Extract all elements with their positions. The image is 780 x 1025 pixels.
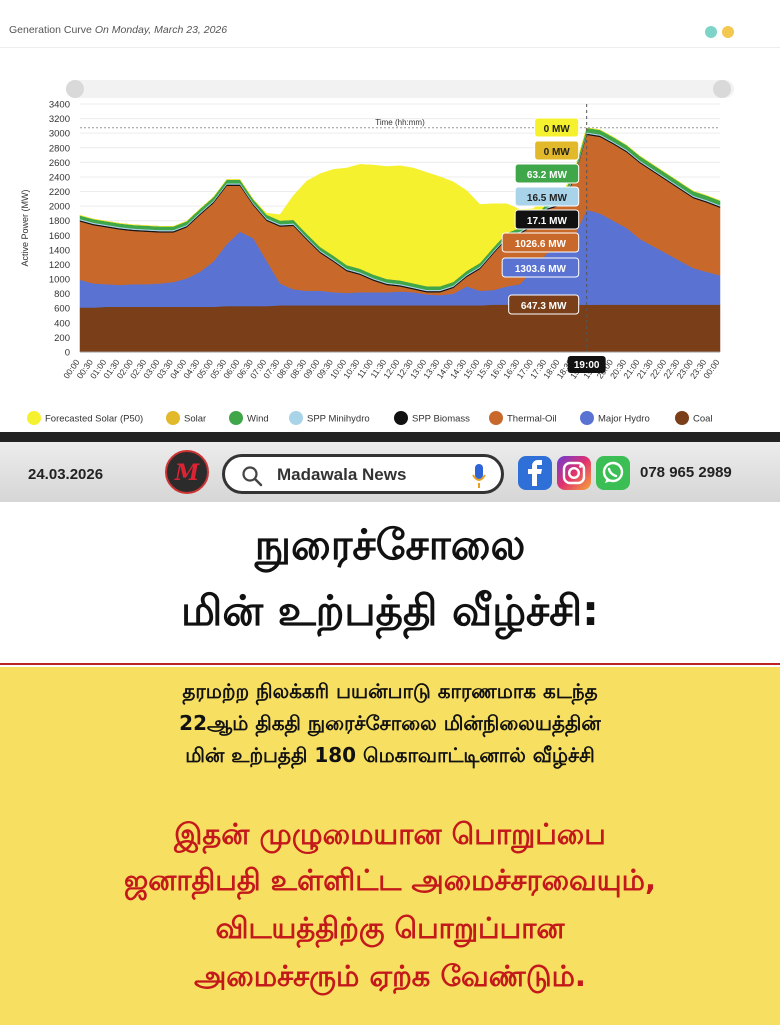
tooltip-value: 63.2 MW xyxy=(527,170,568,181)
y-tick-label: 1800 xyxy=(49,216,70,227)
legend-marker[interactable] xyxy=(489,411,503,425)
y-axis-title: Active Power (MW) xyxy=(20,189,30,266)
statement-line-3: விடயத்திற்கு பொறுப்பான xyxy=(215,911,565,945)
tooltip-box xyxy=(508,294,580,315)
x-axis-title: Time (hh:mm) xyxy=(375,118,425,127)
y-tick-label: 3000 xyxy=(49,129,70,140)
body-line-3: மின் உற்பத்தி 180 மெகாவாட்டினால் வீழ்ச்ச… xyxy=(185,743,595,767)
legend-label[interactable]: SPP Minihydro xyxy=(307,414,370,425)
tooltip-value: 1026.6 MW xyxy=(515,239,567,250)
y-tick-label: 1000 xyxy=(49,275,70,286)
tooltip-value: 647.3 MW xyxy=(521,301,567,312)
y-tick-label: 2800 xyxy=(49,143,70,154)
tooltip-value: 0 MW xyxy=(544,124,571,135)
madawala-logo: M xyxy=(165,450,209,494)
crosshair-time-label: 19:00 xyxy=(574,360,600,371)
tooltip-box xyxy=(534,117,580,138)
legend-marker[interactable] xyxy=(27,411,41,425)
zoom-handle-left[interactable] xyxy=(66,80,84,98)
tooltip-value: 1303.6 MW xyxy=(515,264,567,275)
body-line-2: 22ஆம் திகதி நுரைச்சோலை மின்நிலையத்தின் xyxy=(179,711,601,735)
chart-title: Generation Curve On Monday, March 23, 20… xyxy=(9,24,227,36)
zoom-handle-right[interactable] xyxy=(713,80,731,98)
legend-marker[interactable] xyxy=(166,411,180,425)
tooltip-box xyxy=(501,257,580,278)
area-coal xyxy=(79,304,721,353)
chart-title-text: Generation Curve xyxy=(9,24,92,36)
tooltip-box xyxy=(501,232,580,253)
legend-label[interactable]: Coal xyxy=(693,414,713,425)
y-tick-label: 2000 xyxy=(49,202,70,213)
legend-label[interactable]: Thermal-Oil xyxy=(507,414,557,425)
statement-line-2: ஜனாதிபதி உள்ளிட்ட அமைச்சரவையும், xyxy=(124,863,656,897)
tooltip-box xyxy=(514,163,580,184)
y-tick-label: 2400 xyxy=(49,172,70,183)
yellow-dot-icon[interactable] xyxy=(722,26,734,38)
crosshair-time-badge xyxy=(567,356,606,373)
y-tick-label: 3200 xyxy=(49,114,70,125)
y-tick-label: 600 xyxy=(54,304,70,315)
legend-label[interactable]: SPP Biomass xyxy=(412,414,470,425)
y-tick-label: 800 xyxy=(54,289,70,300)
body-line-1: தரமற்ற நிலக்கரி பயன்பாடு காரணமாக கடந்த xyxy=(182,679,598,703)
legend-label[interactable]: Major Hydro xyxy=(598,414,650,425)
instagram-icon[interactable] xyxy=(557,456,591,490)
headline-section: நுரைச்சோலை மின் உற்பத்தி வீழ்ச்சி: xyxy=(0,502,780,665)
y-tick-label: 200 xyxy=(54,333,70,344)
news-banner: 24.03.2026 M Madawala News 078 965 2989 xyxy=(0,432,780,502)
zoom-slider-track[interactable] xyxy=(66,80,734,98)
legend-marker[interactable] xyxy=(580,411,594,425)
y-tick-label: 1400 xyxy=(49,245,70,256)
generation-chart: 0 200 400 600 800 1000 1200 1400 1600 1800 2000 220… xyxy=(20,80,734,425)
tooltip-box xyxy=(514,209,580,230)
legend-marker[interactable] xyxy=(394,411,408,425)
teal-dot-icon[interactable] xyxy=(705,26,717,38)
legend-label[interactable]: Wind xyxy=(247,414,269,425)
statement-line-1: இதன் முழுமையான பொறுப்பை xyxy=(174,817,606,851)
tooltip-value: 0 MW xyxy=(544,147,571,158)
tooltip-value: 16.5 MW xyxy=(527,193,568,204)
area-forecasted-solar-p50- xyxy=(79,127,721,287)
y-tick-label: 3400 xyxy=(49,100,70,111)
y-tick-label: 2200 xyxy=(49,187,70,198)
legend-label[interactable]: Forecasted Solar (P50) xyxy=(45,414,143,425)
tooltip-value: 17.1 MW xyxy=(527,216,568,227)
search-text: Madawala News xyxy=(277,465,407,484)
chart-card: Generation Curve On Monday, March 23, 20… xyxy=(0,0,780,432)
y-tick-label: 1600 xyxy=(49,231,70,242)
headline-line-2: மின் உற்பத்தி வீழ்ச்சி: xyxy=(181,586,599,635)
phone-number: 078 965 2989 xyxy=(640,464,732,481)
headline-line-1: நுரைச்சோலை xyxy=(254,520,526,569)
facebook-icon[interactable] xyxy=(518,456,552,490)
tooltip-box xyxy=(514,186,580,207)
legend-marker[interactable] xyxy=(289,411,303,425)
chart-header: Generation Curve On Monday, March 23, 20… xyxy=(0,0,780,48)
y-tick-label: 0 xyxy=(65,348,70,359)
mic-icon[interactable] xyxy=(471,463,487,489)
search-icon xyxy=(242,466,263,487)
y-tick-label: 1200 xyxy=(49,260,70,271)
y-tick-label: 2600 xyxy=(49,158,70,169)
article-body: தரமற்ற நிலக்கரி பயன்பாடு காரணமாக கடந்த 2… xyxy=(0,667,780,1025)
legend-marker[interactable] xyxy=(675,411,689,425)
statement-line-4: அமைச்சரும் ஏற்க வேண்டும். xyxy=(194,959,586,993)
legend-label[interactable]: Solar xyxy=(184,414,206,425)
search-bar[interactable]: Madawala News xyxy=(222,454,504,494)
whatsapp-icon[interactable] xyxy=(596,456,630,490)
tooltip-box xyxy=(534,140,580,161)
logo-letter: M xyxy=(174,460,200,486)
banner-date: 24.03.2026 xyxy=(28,466,104,483)
chart-subtitle-text: On Monday, March 23, 2026 xyxy=(94,24,228,36)
legend-marker[interactable] xyxy=(229,411,243,425)
y-tick-label: 400 xyxy=(54,318,70,329)
